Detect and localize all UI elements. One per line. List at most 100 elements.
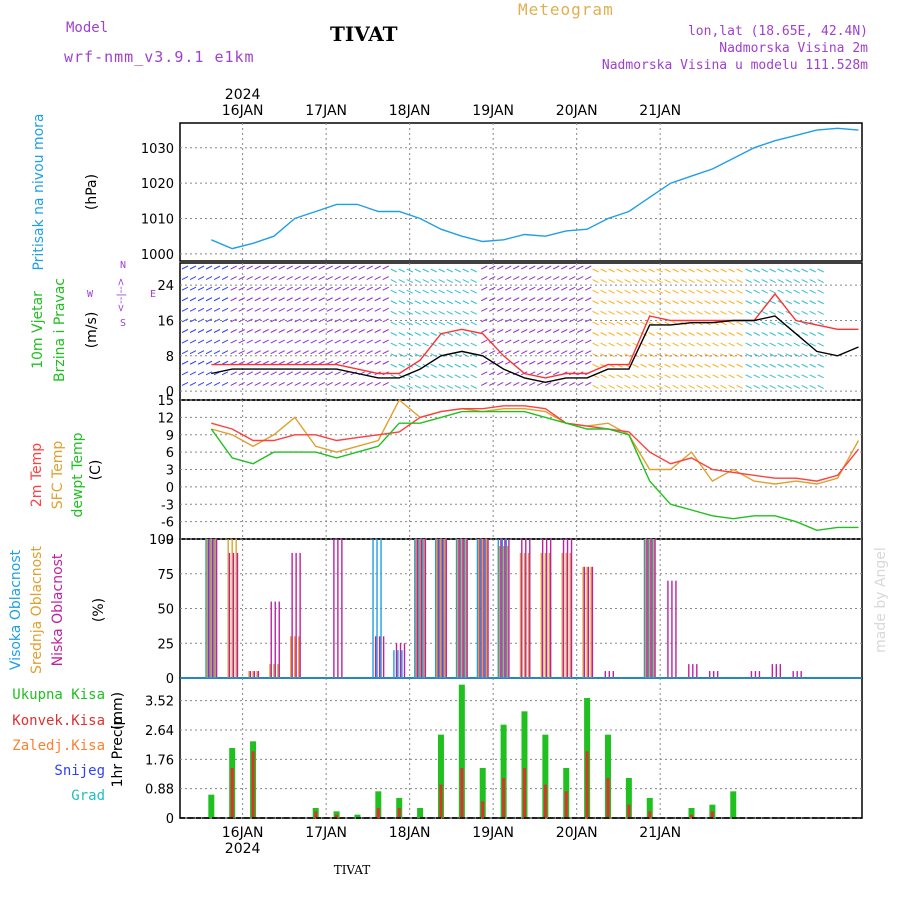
wind-barb bbox=[592, 310, 599, 315]
wind-barb bbox=[809, 300, 816, 305]
wind-barb bbox=[278, 265, 285, 270]
wind-barb bbox=[213, 265, 221, 270]
wind-tick-label: 8 bbox=[166, 350, 174, 365]
wind-barb bbox=[513, 329, 520, 333]
wind-barb bbox=[696, 268, 703, 273]
wind-barb bbox=[334, 350, 341, 355]
footer-station: TIVAT bbox=[334, 863, 371, 877]
wind-barb bbox=[561, 360, 568, 365]
wind-barb bbox=[529, 381, 536, 386]
model-height-label: Nadmorska Visina u modelu 111.528m bbox=[601, 58, 868, 73]
wind-barb bbox=[246, 307, 253, 312]
wind-barb bbox=[513, 276, 520, 281]
wind-barb bbox=[600, 374, 607, 379]
wind-barb bbox=[294, 339, 301, 344]
wind-barb bbox=[817, 279, 824, 284]
wind-barb bbox=[656, 332, 663, 336]
wind-barb bbox=[521, 286, 528, 291]
wind-barb bbox=[553, 371, 560, 376]
wind-barb bbox=[769, 321, 776, 326]
wind-barb bbox=[221, 286, 229, 291]
wind-barb bbox=[366, 360, 373, 365]
wind-barb bbox=[462, 289, 469, 294]
wind-barb bbox=[278, 350, 285, 355]
precip-tick-label: 0.88 bbox=[145, 783, 174, 798]
wind-barb bbox=[529, 350, 536, 355]
wind-barb bbox=[254, 318, 261, 323]
wind-barb bbox=[366, 297, 373, 302]
wind-barb bbox=[761, 300, 768, 305]
wind-barb bbox=[720, 279, 727, 284]
wind-barb bbox=[592, 279, 599, 284]
wind-barb bbox=[246, 350, 253, 355]
x-tick-top: 19JAN bbox=[472, 103, 514, 119]
wind-barb bbox=[785, 321, 792, 326]
wind-barb bbox=[181, 276, 189, 281]
wind-barb bbox=[513, 381, 520, 386]
wind-barb bbox=[521, 276, 528, 281]
wind-barb bbox=[334, 307, 341, 312]
conv-precip-bar bbox=[543, 784, 547, 818]
wind-barb bbox=[382, 297, 389, 302]
wind-barb bbox=[777, 353, 784, 358]
wind-barb bbox=[761, 384, 768, 389]
wind-barb bbox=[664, 363, 671, 368]
wind-barb bbox=[497, 360, 504, 365]
wind-barb bbox=[793, 321, 800, 326]
wind-barb bbox=[688, 289, 695, 294]
temp-tick-label: 12 bbox=[157, 411, 174, 426]
wind-barb bbox=[672, 310, 679, 315]
wind-barb bbox=[398, 384, 405, 389]
wind-barb bbox=[358, 360, 365, 365]
wind-barb bbox=[414, 321, 421, 326]
wind-barb bbox=[302, 307, 309, 312]
wind-barb bbox=[230, 339, 237, 344]
wind-barb bbox=[545, 297, 552, 302]
wind-barb bbox=[672, 268, 679, 273]
wind-barb bbox=[585, 265, 592, 270]
wind-barb bbox=[664, 332, 671, 336]
wind-barb bbox=[777, 321, 784, 326]
wind-barb bbox=[656, 268, 663, 273]
wind-barb bbox=[318, 307, 325, 312]
wind-barb bbox=[712, 300, 719, 305]
wind-barb bbox=[374, 276, 381, 281]
wind-barb bbox=[398, 310, 405, 315]
wind-barb bbox=[608, 374, 615, 379]
pressure-tick-label: 1030 bbox=[141, 142, 174, 157]
wind-barb bbox=[197, 276, 205, 281]
wind-barb bbox=[221, 360, 229, 365]
wind-unit-label: (m/s) bbox=[84, 312, 100, 349]
wind-barb bbox=[688, 374, 695, 379]
wind-barb bbox=[221, 276, 229, 281]
sfc-temp-line bbox=[211, 398, 860, 485]
wind-barb bbox=[577, 350, 584, 355]
wind-barb bbox=[537, 297, 544, 302]
wind-barb bbox=[350, 350, 357, 355]
wind-barb bbox=[221, 297, 229, 302]
wind-barb bbox=[334, 318, 341, 323]
wind-barb bbox=[262, 350, 269, 355]
wind-barb bbox=[624, 332, 631, 336]
wind-barb bbox=[189, 297, 197, 302]
wind-barb bbox=[736, 363, 743, 368]
wind-barb bbox=[334, 265, 341, 270]
wind-barb bbox=[817, 332, 824, 336]
wind-barb bbox=[350, 329, 357, 333]
wind-barb bbox=[640, 289, 647, 294]
gust-line bbox=[211, 292, 859, 379]
wind-barb bbox=[688, 332, 695, 336]
wind-barb bbox=[462, 374, 469, 379]
wind-barb bbox=[197, 360, 205, 365]
wind-barb bbox=[205, 360, 213, 365]
wind-barb bbox=[326, 307, 333, 312]
wind-barb bbox=[254, 371, 261, 376]
precip-axis-label: 1hr Precip bbox=[110, 717, 126, 788]
wind-barb bbox=[462, 363, 469, 368]
wind-barb bbox=[672, 342, 679, 347]
wind-barb bbox=[454, 342, 461, 347]
wind-barb bbox=[553, 297, 560, 302]
wind-barb bbox=[736, 310, 743, 315]
wind-barb bbox=[585, 339, 592, 344]
wind-barb bbox=[736, 384, 743, 389]
